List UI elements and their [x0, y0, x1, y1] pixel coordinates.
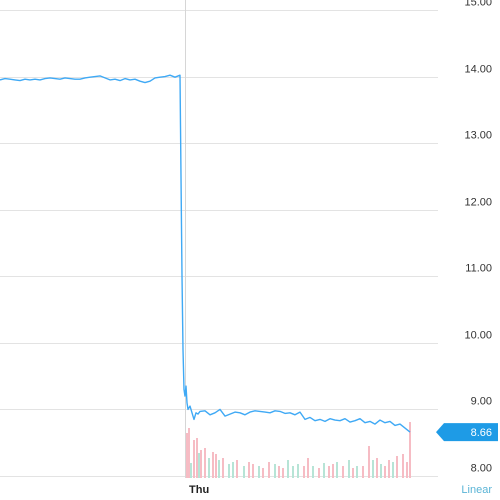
volume-bar: [204, 448, 206, 478]
y-tick-label: 11.00: [465, 263, 492, 275]
volume-bar: [198, 453, 200, 478]
volume-bar: [368, 446, 370, 478]
volume-bar: [282, 468, 284, 478]
volume-bar: [307, 458, 309, 478]
volume-bar: [236, 460, 238, 478]
volume-bar: [228, 464, 230, 478]
volume-bar: [297, 464, 299, 478]
volume-bar: [268, 462, 270, 478]
volume-bar: [406, 462, 408, 478]
volume-bar: [392, 462, 394, 478]
volume-bar: [303, 466, 305, 478]
volume-bar: [352, 468, 354, 478]
volume-bar: [312, 466, 314, 478]
volume-bar: [323, 463, 325, 478]
volume-bar: [252, 464, 254, 478]
volume-bar: [215, 454, 217, 478]
volume-bar: [348, 460, 350, 478]
volume-bar: [388, 460, 390, 478]
last-price-tag-shape: [436, 423, 498, 442]
volume-bar: [196, 438, 198, 478]
scale-type-toggle[interactable]: Linear: [461, 484, 492, 496]
volume-bar: [222, 458, 224, 478]
volume-bar: [274, 464, 276, 478]
x-tick-label: Thu: [189, 484, 209, 496]
volume-bar: [328, 466, 330, 478]
volume-bar: [287, 460, 289, 478]
volume-bar: [232, 462, 234, 478]
y-tick-label: 15.00: [464, 0, 492, 9]
y-tick-label: 10.00: [464, 330, 492, 342]
volume-bar: [200, 450, 202, 478]
volume-bar: [188, 428, 190, 478]
y-tick-label: 9.00: [471, 396, 492, 408]
volume-bar: [402, 454, 404, 478]
grid-lines: [0, 10, 438, 477]
volume-bar: [409, 422, 411, 478]
volume-bar: [190, 463, 192, 478]
y-tick-label: 12.00: [464, 197, 492, 209]
volume-bar: [372, 460, 374, 478]
volume-bar: [248, 462, 250, 478]
volume-bars: [186, 422, 411, 478]
volume-bar: [384, 466, 386, 478]
volume-bar: [292, 466, 294, 478]
volume-bar: [193, 440, 195, 478]
volume-bar: [336, 462, 338, 478]
y-tick-label: 14.00: [464, 64, 492, 76]
volume-bar: [332, 464, 334, 478]
volume-bar: [212, 452, 214, 478]
price-series-line: [0, 74, 411, 433]
x-axis-ticks: Thu: [189, 484, 209, 496]
volume-bar: [362, 466, 364, 478]
volume-bar: [186, 433, 188, 478]
volume-bar: [318, 468, 320, 478]
y-tick-label: 13.00: [464, 130, 492, 142]
y-axis-ticks: 15.00 14.00 13.00 12.00 11.00 10.00 9.00 8.00: [464, 0, 492, 475]
volume-bar: [218, 460, 220, 478]
volume-bar: [258, 466, 260, 478]
volume-bar: [356, 466, 358, 478]
last-price-tag: 8.66: [436, 423, 498, 442]
volume-bar: [262, 468, 264, 478]
y-tick-label: 8.00: [471, 463, 492, 475]
volume-bar: [243, 466, 245, 478]
volume-bar: [376, 458, 378, 478]
volume-bar: [208, 458, 210, 478]
volume-bar: [278, 466, 280, 478]
volume-bar: [342, 466, 344, 478]
volume-bar: [380, 464, 382, 478]
last-price-tag-label: 8.66: [471, 427, 492, 439]
volume-bar: [396, 456, 398, 478]
